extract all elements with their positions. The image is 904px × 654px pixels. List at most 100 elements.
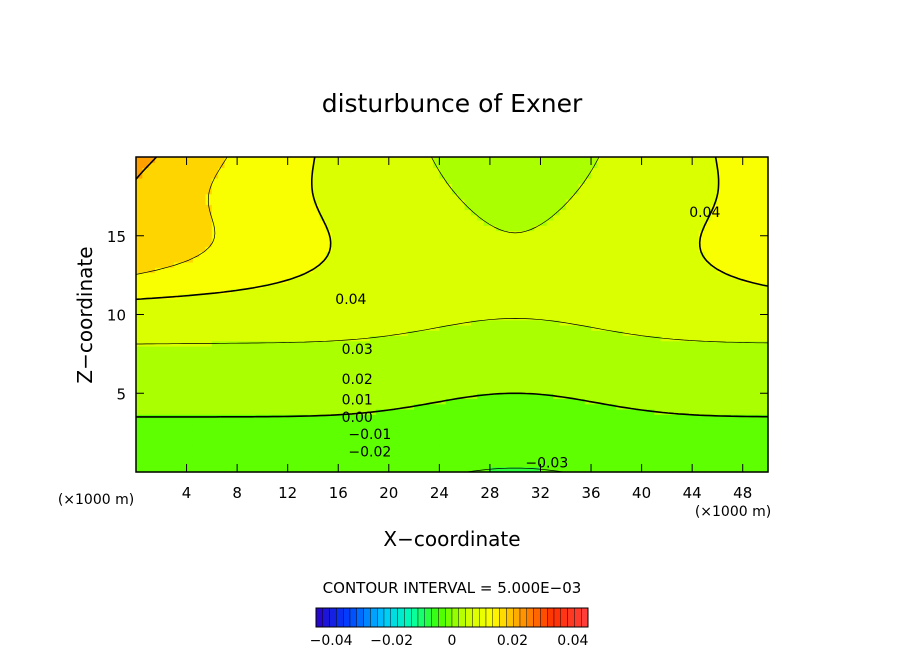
field-cell — [584, 204, 592, 211]
field-cell — [350, 167, 358, 174]
field-cell — [603, 162, 611, 169]
field-cell — [401, 283, 409, 289]
field-cell — [647, 382, 655, 389]
field-cell — [603, 382, 611, 389]
field-cell — [376, 188, 384, 195]
field-cell — [610, 440, 617, 447]
field-cell — [439, 288, 447, 295]
field-cell — [344, 288, 352, 295]
field-cell — [584, 335, 592, 342]
field-cell — [237, 382, 245, 389]
field-cell — [496, 377, 504, 384]
field-cell — [477, 372, 485, 379]
field-cell — [211, 256, 219, 263]
field-cell — [553, 335, 561, 342]
field-cell — [565, 214, 573, 221]
field-cell — [445, 172, 453, 179]
field-cell — [262, 230, 270, 237]
field-cell — [489, 398, 497, 405]
field-cell — [338, 167, 346, 174]
field-cell — [407, 388, 415, 394]
field-cell — [294, 204, 301, 211]
field-cell — [281, 319, 289, 326]
field-cell — [148, 298, 156, 305]
field-cell — [559, 246, 567, 253]
field-cell — [610, 183, 617, 190]
field-cell — [452, 314, 459, 321]
field-cell — [508, 377, 516, 384]
field-cell — [464, 335, 472, 342]
field-cell — [445, 372, 453, 379]
field-cell — [249, 424, 257, 431]
field-cell — [388, 193, 396, 200]
field-cell — [256, 466, 263, 473]
field-cell — [136, 356, 143, 363]
field-cell — [433, 251, 440, 258]
field-cell — [243, 356, 251, 363]
field-cell — [527, 204, 535, 211]
field-cell — [294, 367, 301, 373]
field-cell — [515, 346, 523, 352]
field-cell — [458, 377, 466, 384]
field-cell — [173, 183, 181, 190]
field-cell — [306, 456, 314, 463]
field-cell — [591, 188, 598, 195]
field-cell — [470, 435, 478, 442]
field-cell — [199, 220, 207, 226]
field-cell — [565, 356, 573, 363]
field-cell — [262, 199, 270, 205]
field-cell — [572, 298, 579, 305]
field-cell — [610, 199, 617, 205]
field-cell — [565, 325, 573, 331]
field-cell — [382, 424, 390, 431]
field-cell — [395, 230, 403, 237]
field-cell — [211, 409, 219, 415]
field-cell — [319, 340, 327, 347]
field-cell — [445, 419, 453, 426]
field-cell — [610, 204, 617, 211]
field-cell — [464, 162, 472, 169]
field-cell — [243, 178, 251, 184]
field-cell — [376, 298, 384, 305]
field-cell — [294, 309, 301, 316]
field-cell — [603, 272, 611, 279]
field-cell — [180, 466, 188, 473]
field-cell — [249, 246, 257, 253]
field-cell — [654, 246, 662, 253]
field-cell — [180, 393, 188, 400]
field-cell — [470, 199, 478, 205]
field-cell — [591, 419, 598, 426]
field-cell — [268, 225, 276, 232]
field-cell — [622, 403, 630, 410]
field-cell — [376, 456, 384, 463]
field-cell — [439, 466, 447, 473]
field-cell — [180, 367, 188, 373]
field-cell — [515, 419, 523, 426]
field-cell — [578, 314, 586, 321]
field-cell — [161, 319, 169, 326]
field-cell — [388, 393, 396, 400]
field-cell — [597, 183, 605, 190]
field-cell — [641, 440, 649, 447]
field-cell — [312, 414, 320, 421]
field-cell — [376, 277, 384, 284]
field-cell — [249, 367, 257, 373]
field-cell — [281, 325, 289, 331]
field-cell — [610, 372, 617, 379]
field-cell — [192, 325, 200, 331]
field-cell — [161, 430, 169, 436]
field-cell — [192, 319, 200, 326]
field-cell — [230, 319, 238, 326]
field-cell — [142, 466, 150, 473]
field-cell — [243, 388, 251, 394]
field-cell — [142, 178, 150, 184]
field-cell — [489, 188, 497, 195]
field-cell — [154, 461, 162, 468]
field-cell — [489, 361, 497, 368]
field-cell — [237, 162, 245, 169]
field-cell — [521, 340, 529, 347]
field-cell — [300, 251, 308, 258]
field-cell — [331, 314, 339, 321]
field-cell — [622, 251, 630, 258]
field-cell — [230, 445, 238, 452]
